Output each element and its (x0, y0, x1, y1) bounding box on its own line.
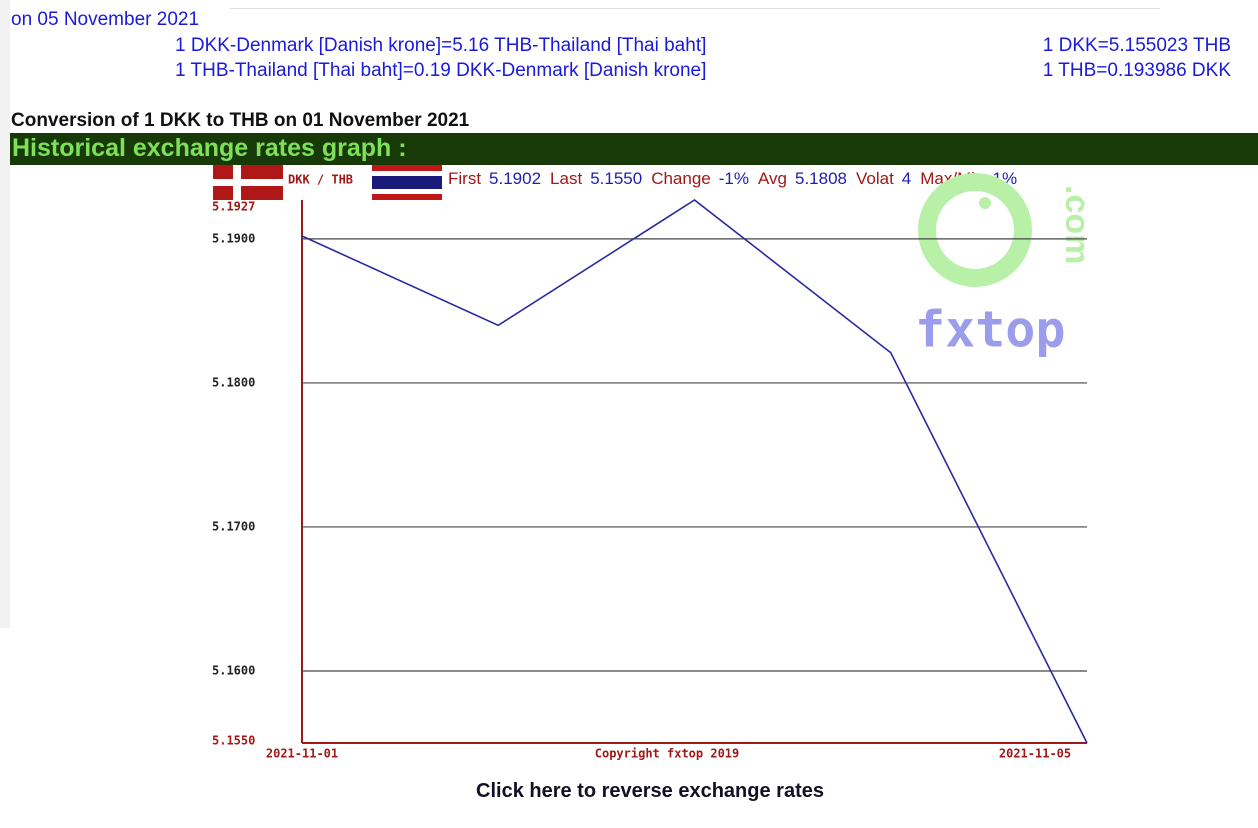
stat-label: Change (651, 169, 711, 188)
side-strip (0, 0, 10, 628)
logo-eye (979, 197, 991, 209)
stats: First 5.1902 Last 5.1550 Change -1% Avg 5.1808 V… (448, 169, 1017, 188)
conversion-exact: 1 DKK=5.155023 THB (1042, 35, 1231, 56)
flag-th-stripe (372, 176, 442, 189)
y-tick-label: 5.1600 (212, 663, 255, 677)
y-tick-label: 5.1927 (212, 200, 255, 214)
stat-value: 5.1550 (590, 169, 642, 188)
stat-label: Volat (856, 169, 894, 188)
y-tick-label: 5.1900 (212, 231, 255, 245)
section-title: Historical exchange rates graph : (12, 134, 407, 162)
divider (230, 8, 1160, 9)
logo-name: fxtop (915, 301, 1066, 359)
logo-domain: .com (1058, 185, 1096, 264)
reverse-link[interactable]: Click here to reverse exchange rates (476, 780, 824, 802)
stat-value: 5.1902 (489, 169, 541, 188)
chart[interactable]: DKK / THB First 5.1902 Last 5.1550 Change -1%… (200, 165, 1100, 765)
stat-label: Last (550, 169, 582, 188)
section-bar: Historical exchange rates graph : (10, 133, 1258, 165)
copyright: Copyright fxtop 2019 (595, 747, 740, 761)
y-tick-label: 5.1550 (212, 734, 255, 748)
conversion-text: 1 DKK-Denmark [Danish krone]=5.16 THB-Th… (175, 35, 707, 56)
stat-value: -1% (719, 169, 749, 188)
stat-value: 4 (902, 169, 911, 188)
logo-smiley (918, 173, 1032, 287)
conversion-exact: 1 THB=0.193986 DKK (1042, 60, 1231, 81)
x-tick-label: 2021-11-01 (266, 747, 338, 761)
stat-label: Avg (758, 169, 787, 188)
conversion-text: 1 THB-Thailand [Thai baht]=0.19 DKK-Denm… (175, 60, 707, 81)
stat-label: First (448, 169, 481, 188)
pair-label: DKK / THB (288, 173, 353, 187)
x-tick-label: 2021-11-05 (999, 747, 1071, 761)
price-line (301, 199, 1088, 744)
stat-value: 5.1808 (795, 169, 847, 188)
logo-eye (1009, 197, 1021, 209)
conversion-heading: Conversion of 1 DKK to THB on 01 Novembe… (11, 110, 470, 131)
flag-dk-cross (213, 179, 283, 186)
y-tick-label: 5.1700 (212, 519, 255, 533)
date-line: on 05 November 2021 (11, 9, 200, 30)
y-tick-label: 5.1800 (212, 375, 255, 389)
